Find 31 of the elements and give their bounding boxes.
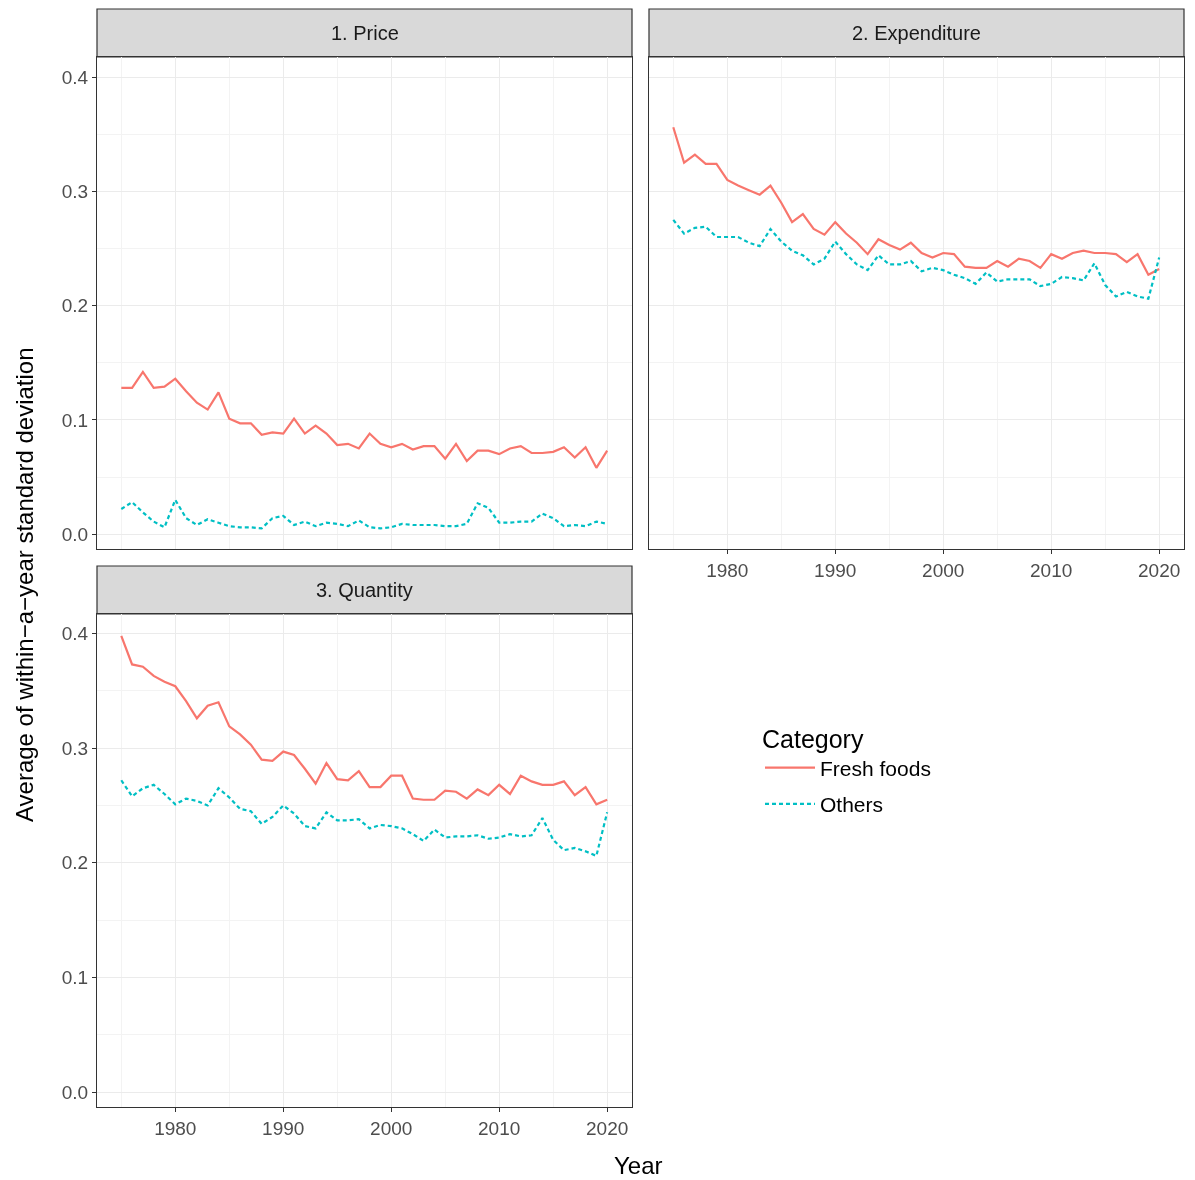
chart-title: 2. Expenditure [852, 22, 981, 44]
chart-title: 1. Price [331, 22, 399, 44]
chart-title: 3. Quantity [316, 579, 413, 601]
x-tick-label: 1990 [262, 1117, 305, 1139]
y-tick-label: 0.2 [61, 295, 89, 317]
y-tick-label: 0.3 [61, 737, 89, 759]
y-tick-label: 0.4 [61, 66, 89, 88]
line-series [120, 779, 609, 858]
line-series [120, 370, 609, 469]
x-tick-label: 1990 [814, 559, 857, 581]
x-tick-label: 2020 [586, 1117, 629, 1139]
y-tick-label: 0.0 [61, 523, 89, 545]
y-tick-label: 0.2 [61, 852, 89, 874]
legend-label: Fresh foods [820, 756, 931, 780]
x-tick-label: 2000 [922, 559, 965, 581]
x-tick-label: 2010 [1030, 559, 1073, 581]
y-axis-title: Average of within−a−year standard deviation [11, 347, 38, 822]
legend-label: Others [820, 793, 884, 817]
y-tick-label: 0.4 [61, 623, 89, 645]
y-tick-label: 0.0 [61, 1081, 89, 1103]
x-tick-label: 1980 [706, 559, 749, 581]
x-tick-label: 2010 [478, 1117, 521, 1139]
y-tick-label: 0.3 [61, 180, 89, 202]
y-tick-label: 0.1 [61, 967, 89, 989]
x-tick-label: 2000 [370, 1117, 413, 1139]
line-series [120, 634, 609, 806]
x-axis-title: Year [614, 1152, 663, 1179]
y-tick-label: 0.1 [61, 409, 89, 431]
x-tick-label: 1980 [154, 1117, 197, 1139]
legend-title: Category [762, 724, 864, 753]
x-tick-label: 2020 [1138, 559, 1181, 581]
